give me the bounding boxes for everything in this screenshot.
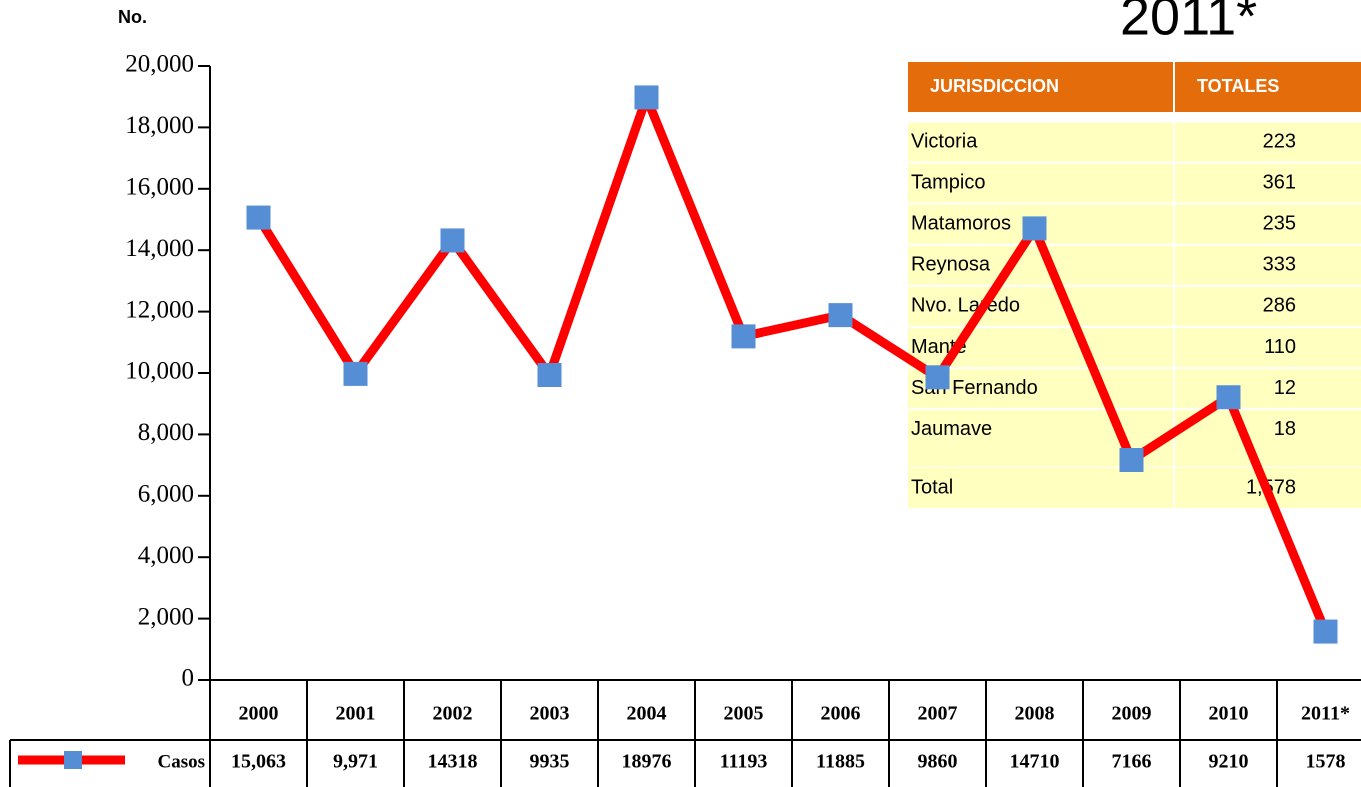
table-cell: 286 [1263,295,1296,317]
table-header-bg [908,62,1173,112]
data-label: 9210 [1209,751,1249,773]
legend-label: Casos [157,751,205,772]
x-tick-label: 2011* [1301,703,1350,725]
table-cell: Victoria [911,130,978,152]
table-row-bg [1175,245,1361,285]
data-table: 2000 2001 2002 2003 2004 2005 2006 2007 2008 2009… [9,680,1361,787]
table-header: TOTALES [1197,76,1279,96]
data-label: 11885 [816,751,865,773]
x-tick-label: 2003 [530,703,570,725]
series-line [254,92,1330,634]
data-label: 9,971 [333,751,378,773]
table-cell: 223 [1263,130,1296,152]
point [731,324,756,349]
point [343,361,368,386]
table-row-bg [908,163,1173,203]
data-label: 1578 [1306,751,1346,773]
x-tick-label: 2004 [627,703,667,725]
table-row-bg [908,449,1173,467]
table-row-bg [1175,328,1361,367]
y-tick-label: 2,000 [138,603,194,630]
x-tick-label: 2001 [336,703,376,725]
point [537,362,562,387]
x-tick-label: 2009 [1112,703,1152,725]
x-tick-label: 2005 [724,703,764,725]
data-label: 18976 [622,751,672,773]
point [1119,448,1144,473]
table-cell: 235 [1263,212,1296,234]
table-row-bg [908,468,1173,508]
table-row-bg [1175,122,1361,162]
table-cell: Nvo. Laredo [911,295,1020,317]
point [1216,385,1241,410]
table-cell: Jaumave [911,418,992,440]
table-cell: 12 [1274,377,1296,399]
plot [246,85,1338,644]
data-label: 9935 [530,751,570,773]
table-row-bg [1175,369,1361,409]
table-cell: 361 [1263,171,1296,193]
point [828,303,853,328]
table-cell: 1,578 [1246,476,1296,498]
x-tick-label: 2007 [918,703,958,725]
point [1022,216,1047,241]
table-row-bg [1175,449,1361,467]
table-header: JURISDICCION [930,76,1059,96]
table-row-bg [1175,163,1361,203]
jurisdiction-table: JURISDICCION TOTALES Victoria 223 Tampico 361… [908,62,1361,508]
x-tick-label: 2000 [239,703,279,725]
table-header-bg [1175,62,1361,112]
data-label: 14710 [1010,751,1060,773]
table-cell: 110 [1264,336,1296,358]
data-label: 9860 [918,751,958,773]
data-label: 7166 [1112,751,1152,773]
table-row-bg [1175,286,1361,326]
table-row-bg [908,369,1173,409]
y-tick-label: 14,000 [125,235,194,262]
y-tick-label: 0 [182,665,195,692]
point [634,85,659,110]
axes: 0 2,000 4,000 6,000 8,000 10,000 12,000 14,000 1… [125,51,1361,692]
x-tick-label: 2010 [1209,703,1249,725]
y-tick-label: 16,000 [125,174,194,201]
x-tick-label: 2006 [821,703,861,725]
y-tick-label: 12,000 [125,296,194,323]
table-cell: Reynosa [911,254,991,276]
y-tick-label: 4,000 [138,542,194,569]
y-tick-label: 6,000 [138,481,194,508]
point [246,205,271,230]
data-label: 15,063 [231,751,286,773]
data-label: 14318 [428,751,478,773]
y-tick-label: 20,000 [125,51,194,78]
point [440,228,465,253]
y-tick-label: 18,000 [125,112,194,139]
y-tick-label: 8,000 [138,419,194,446]
chart-title: 2011* [1120,0,1257,46]
x-tick-label: 2008 [1015,703,1055,725]
legend-marker [64,751,82,769]
table-cell: 18 [1274,418,1296,440]
table-cell: Tampico [911,171,985,193]
data-label: 11193 [720,751,768,773]
table-row-bg [908,122,1173,162]
point [1313,619,1338,644]
point [925,365,950,390]
table-row-bg [1175,204,1361,244]
y-tick-label: 10,000 [125,358,194,385]
table-cell: Matamoros [911,212,1011,234]
table-cell: 333 [1263,254,1296,276]
y-axis-label: No. [118,7,147,27]
table-row-bg [908,286,1173,326]
table-cell: Total [911,476,953,498]
x-tick-label: 2002 [433,703,473,725]
